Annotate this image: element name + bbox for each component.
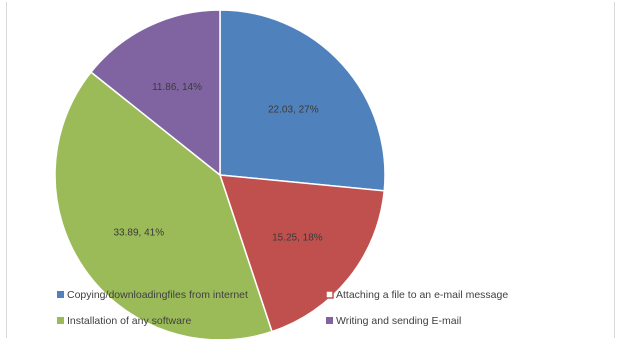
legend-swatch-attaching	[325, 290, 334, 299]
slice-label-copying: 22.03, 27%	[268, 104, 319, 115]
slice-label-installation: 33.89, 41%	[113, 228, 164, 239]
slice-labels: 22.03, 27% 15.25, 18% 33.89, 41% 11.86, 14%	[113, 82, 322, 244]
legend-label-installation: Installation of any software	[67, 315, 191, 327]
legend-swatch-copying	[57, 291, 64, 298]
pie-slice-installation	[54, 71, 273, 339]
legend: Copying/downloadingfiles from internet A…	[57, 289, 508, 327]
slice-label-writing: 11.86, 14%	[152, 82, 202, 93]
pie-slice-attaching	[218, 174, 386, 333]
pie-slices	[54, 9, 386, 339]
pie-slice-writing	[89, 9, 221, 177]
legend-label-writing: Writing and sending E-mail	[336, 315, 461, 327]
chart-frame	[6, 2, 615, 338]
legend-swatch-installation	[57, 317, 64, 324]
legend-label-attaching: Attaching a file to an e-mail message	[336, 289, 508, 301]
pie-slice-copying	[219, 9, 386, 192]
legend-swatch-writing	[326, 317, 333, 324]
legend-label-copying: Copying/downloadingfiles from internet	[67, 289, 248, 301]
slice-label-attaching: 15.25, 18%	[272, 233, 323, 244]
